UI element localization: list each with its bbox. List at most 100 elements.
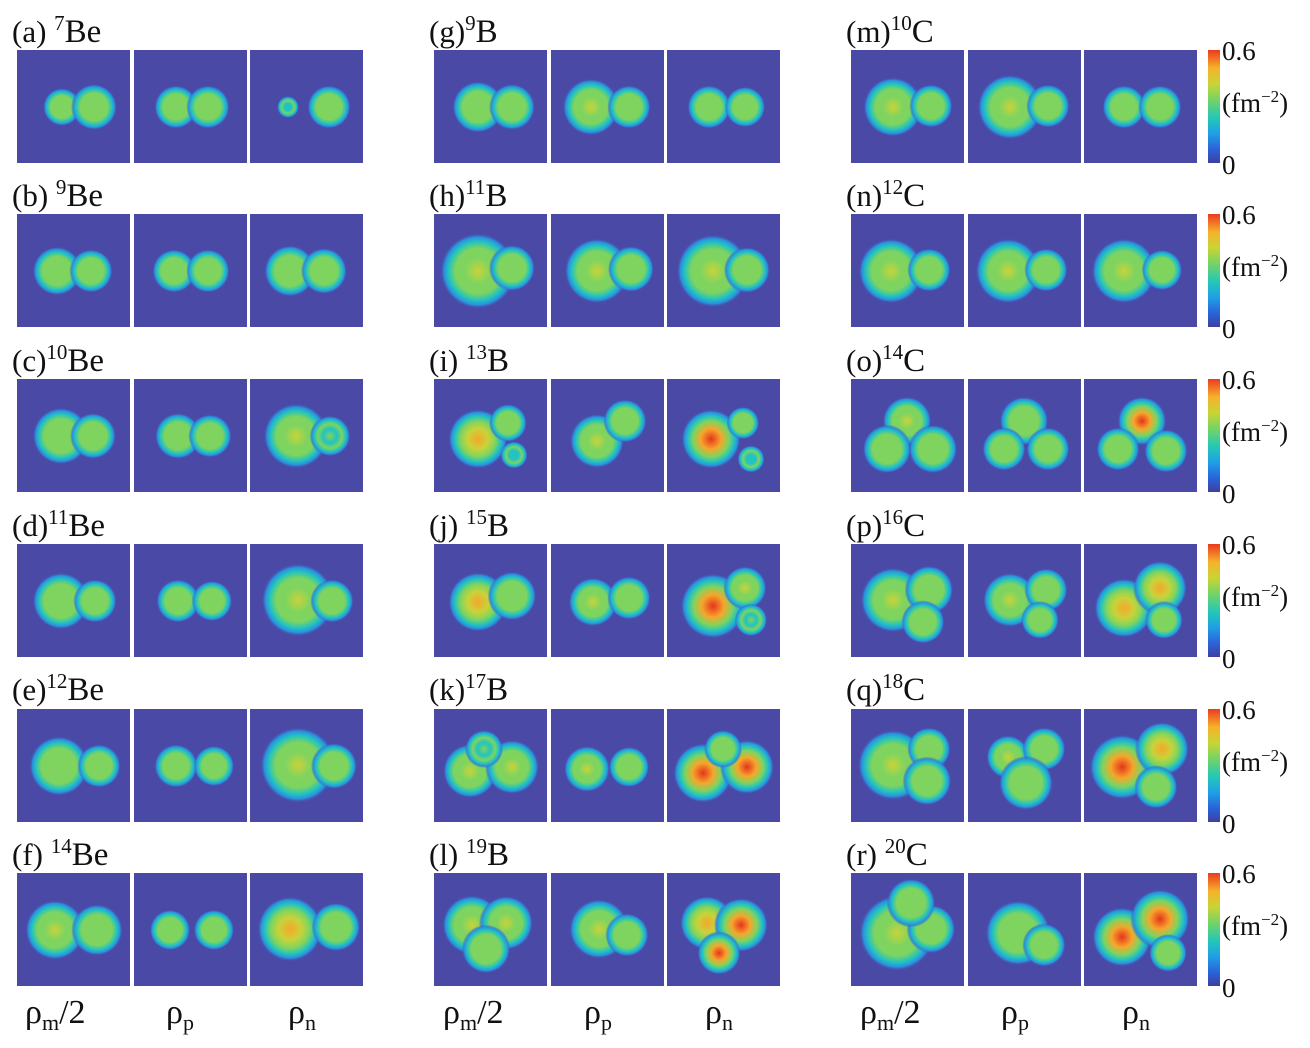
density-blob bbox=[568, 577, 618, 627]
density-blob bbox=[999, 756, 1053, 810]
density-blob bbox=[1024, 568, 1068, 612]
colorbar-unit: (fm−2) bbox=[1222, 416, 1289, 447]
colorbar-unit: (fm−2) bbox=[1222, 87, 1289, 118]
density-blob bbox=[188, 414, 232, 458]
density-map-panel bbox=[434, 709, 547, 822]
density-blob bbox=[1022, 923, 1066, 967]
density-map-panel bbox=[667, 544, 780, 657]
density-map-panel bbox=[434, 214, 547, 327]
density-blob bbox=[687, 85, 731, 129]
density-map-panel bbox=[667, 873, 780, 986]
colorbar bbox=[1208, 544, 1220, 657]
colorbar-min: 0 bbox=[1222, 314, 1236, 344]
colorbar-max: 0.6 bbox=[1222, 695, 1256, 725]
label-20C: (r) 20C bbox=[846, 834, 928, 873]
density-blob bbox=[1133, 561, 1187, 615]
density-blob bbox=[1149, 934, 1187, 972]
density-blob bbox=[1141, 249, 1183, 291]
colorbar-max: 0.6 bbox=[1222, 36, 1256, 66]
density-map-panel bbox=[851, 544, 964, 657]
density-blob bbox=[156, 579, 200, 623]
density-map-panel bbox=[134, 544, 247, 657]
density-blob bbox=[43, 88, 81, 126]
density-map-panel bbox=[1084, 709, 1197, 822]
density-blob bbox=[307, 85, 351, 129]
density-blob bbox=[909, 84, 953, 128]
density-blob bbox=[724, 86, 766, 128]
density-map-panel bbox=[134, 873, 247, 986]
density-blob bbox=[461, 924, 511, 974]
density-blob bbox=[73, 579, 117, 623]
density-map-panel bbox=[1084, 544, 1197, 657]
density-blob bbox=[603, 399, 647, 443]
density-map-panel bbox=[551, 50, 664, 163]
density-map-panel bbox=[250, 709, 363, 822]
label-7Be: (a) 7Be bbox=[12, 11, 102, 50]
density-blob bbox=[71, 904, 123, 956]
density-blob bbox=[277, 96, 299, 118]
colorbar-unit: (fm−2) bbox=[1222, 910, 1289, 941]
density-blob bbox=[862, 424, 912, 474]
label-11Be: (d)11Be bbox=[12, 505, 106, 544]
density-blob bbox=[607, 85, 651, 129]
colorbar-unit: (fm−2) bbox=[1222, 581, 1289, 612]
xlabel-rho-n: ρn bbox=[1122, 994, 1150, 1035]
label-15B: (j) 15B bbox=[429, 505, 510, 544]
density-blob bbox=[697, 931, 741, 975]
density-blob bbox=[1130, 889, 1190, 949]
density-blob bbox=[500, 441, 528, 469]
density-map-panel bbox=[134, 50, 247, 163]
density-blob bbox=[704, 730, 742, 768]
density-blob bbox=[154, 85, 198, 129]
density-map-panel bbox=[434, 379, 547, 492]
density-blob bbox=[77, 744, 121, 788]
density-blob bbox=[858, 238, 924, 304]
density-map-panel bbox=[968, 50, 1081, 163]
colorbar-min: 0 bbox=[1222, 644, 1236, 674]
density-blob bbox=[975, 238, 1041, 304]
density-blob bbox=[1144, 429, 1188, 473]
density-blob bbox=[186, 249, 230, 293]
density-blob bbox=[71, 84, 117, 130]
density-blob bbox=[605, 913, 649, 957]
density-blob bbox=[1135, 722, 1189, 776]
label-13B: (i) 13B bbox=[429, 340, 510, 379]
density-map-panel bbox=[968, 379, 1081, 492]
density-blob bbox=[264, 245, 316, 297]
density-blob bbox=[489, 84, 535, 130]
density-map-panel bbox=[851, 709, 964, 822]
density-map-panel bbox=[667, 50, 780, 163]
colorbar-min: 0 bbox=[1222, 809, 1236, 839]
label-19B: (l) 19B bbox=[429, 834, 510, 873]
density-map-panel bbox=[250, 544, 363, 657]
xlabel-rho-n: ρn bbox=[705, 994, 733, 1035]
label-18C: (q)18C bbox=[846, 669, 926, 708]
density-map-panel bbox=[551, 873, 664, 986]
density-map-panel bbox=[17, 709, 130, 822]
density-blob bbox=[487, 571, 537, 621]
density-map-panel bbox=[551, 214, 664, 327]
label-14Be: (f) 14Be bbox=[12, 834, 109, 873]
density-map-panel bbox=[551, 544, 664, 657]
density-blob bbox=[32, 572, 90, 630]
density-blob bbox=[982, 427, 1026, 471]
density-blob bbox=[489, 245, 535, 291]
density-map-panel bbox=[250, 214, 363, 327]
density-blob bbox=[1096, 427, 1140, 471]
density-blob bbox=[1026, 84, 1070, 128]
density-blob bbox=[726, 406, 760, 440]
density-blob bbox=[562, 78, 620, 136]
colorbar-min: 0 bbox=[1222, 973, 1236, 1003]
colorbar-max: 0.6 bbox=[1222, 859, 1256, 889]
density-map-panel bbox=[1084, 214, 1197, 327]
density-blob bbox=[257, 896, 323, 962]
density-map-panel bbox=[551, 379, 664, 492]
density-map-panel bbox=[250, 873, 363, 986]
density-blob bbox=[901, 600, 945, 644]
density-blob bbox=[908, 424, 958, 474]
colorbar bbox=[1208, 214, 1220, 327]
label-12C: (n)12C bbox=[846, 175, 926, 214]
density-blob bbox=[676, 234, 750, 308]
density-map-panel bbox=[851, 214, 964, 327]
density-blob bbox=[70, 413, 116, 459]
